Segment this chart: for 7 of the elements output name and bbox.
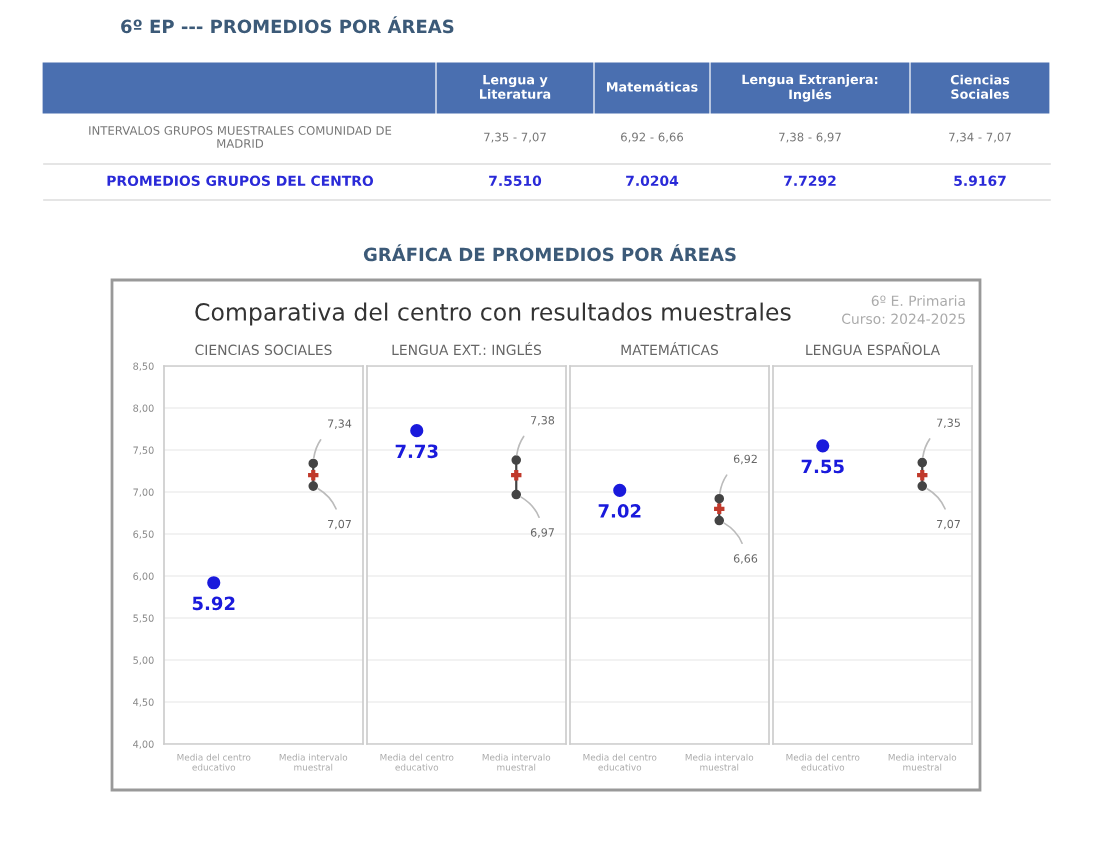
data-label: 7.02 — [598, 504, 641, 518]
text: 6º EP --- PROMEDIOS POR ÁREAS — [121, 16, 454, 34]
text: GRÁFICA DE PROMEDIOS POR ÁREAS — [363, 244, 736, 262]
data-label: 7.55 — [801, 459, 844, 474]
data-label: 5.92 — [192, 596, 235, 611]
data-label: 7.73 — [395, 444, 438, 459]
text: Comparativa del centro con resultados muestrales — [195, 302, 791, 326]
